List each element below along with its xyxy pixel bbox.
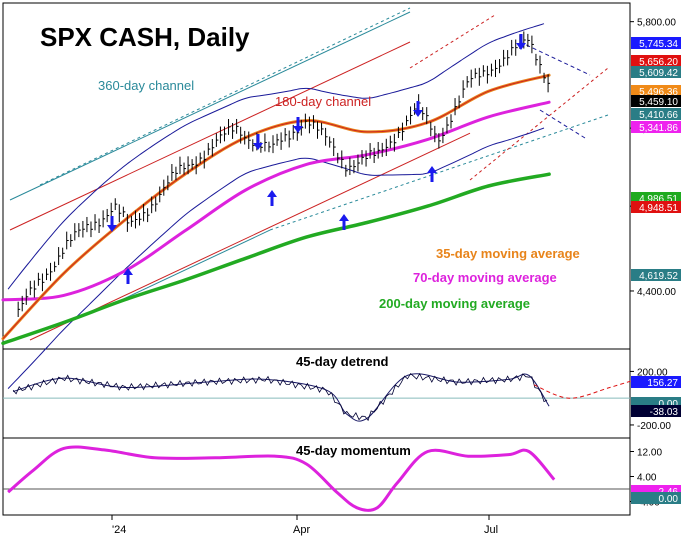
annotation-35-day-ma: 35-day moving average [436, 246, 580, 261]
price-tag: 4,619.52 [631, 269, 681, 282]
arrow-up-icon [123, 268, 133, 284]
plot-frame [2, 2, 631, 516]
price-tag: 5,496.36 [631, 85, 681, 98]
annotation-360-day-channel: 360-day channel [98, 78, 194, 93]
price-tag: 5,609.42 [631, 66, 681, 79]
channel-line [9, 41, 411, 231]
price-tag: 5,745.34 [631, 37, 681, 50]
arrow-up-icon [427, 166, 437, 182]
y-tick-label: -200.00 [637, 421, 671, 432]
x-tick-label: Apr [293, 524, 310, 536]
envelope-projection [519, 41, 591, 76]
arrow-up-icon [267, 190, 277, 206]
y-tick-label: 200.00 [637, 367, 668, 378]
price-tag: 156.27 [631, 376, 681, 389]
svg-text:5,341.86: 5,341.86 [639, 123, 678, 134]
y-tick-label: 12.00 [637, 448, 662, 459]
svg-text:0.00: 0.00 [659, 399, 679, 410]
y-tick-label: 5,800.00 [637, 18, 676, 29]
envelope-projection [539, 109, 586, 139]
momentum-panel [3, 445, 630, 512]
detrend-title: 45-day detrend [296, 354, 389, 369]
x-tick-label: Jul [484, 524, 498, 536]
detrend-projection [533, 377, 641, 399]
arrow-up-icon [339, 214, 349, 230]
chart-title: SPX CASH, Daily [40, 22, 250, 52]
price-tag: 0.00 [631, 492, 681, 505]
series-70-day-ma [1, 100, 551, 302]
momentum-title: 45-day momentum [296, 443, 411, 458]
svg-text:-38.03: -38.03 [650, 407, 679, 418]
annotation-200-day-ma: 200-day moving average [379, 296, 530, 311]
series-momentum [7, 445, 556, 512]
series-200-day-ma [1, 172, 551, 346]
price-tag: 5,410.66 [631, 108, 681, 121]
envelope-upper [7, 23, 545, 290]
x-tick-label: '24 [112, 524, 126, 536]
price-tag: -38.03 [631, 405, 681, 418]
channel-line [29, 132, 471, 341]
svg-text:5,459.10: 5,459.10 [639, 97, 678, 108]
channel-line [99, 229, 271, 311]
svg-text:5,656.20: 5,656.20 [639, 57, 678, 68]
channel-line [9, 11, 411, 201]
svg-text:5,745.34: 5,745.34 [639, 39, 678, 50]
svg-text:4,948.51: 4,948.51 [639, 203, 678, 214]
svg-text:4,619.52: 4,619.52 [639, 271, 678, 282]
price-panel [1, 7, 609, 389]
price-tag: 4,948.51 [631, 201, 681, 214]
price-tag: 5,459.10 [631, 95, 681, 108]
svg-text:5,496.36: 5,496.36 [639, 87, 678, 98]
annotation-70-day-ma: 70-day moving average [413, 270, 557, 285]
arrow-down-icon [413, 101, 423, 117]
arrow-down-icon [253, 134, 263, 150]
series-detrend-raw [12, 372, 548, 422]
arrow-down-icon [293, 117, 303, 133]
envelope-lower [7, 127, 545, 389]
price-tag: 5,341.86 [631, 121, 681, 134]
arrow-down-icon [516, 34, 526, 50]
channel-projection [409, 14, 496, 69]
svg-text:5,609.42: 5,609.42 [639, 68, 678, 79]
y-tick-label: 4.00 [637, 473, 657, 484]
svg-text:5,410.66: 5,410.66 [639, 110, 678, 121]
svg-text:0.00: 0.00 [659, 494, 679, 505]
detrend-panel [3, 372, 641, 422]
svg-text:156.27: 156.27 [647, 378, 678, 389]
series-detrend [12, 373, 550, 422]
channel-projection [39, 7, 411, 186]
annotation-180-day-channel: 180-day channel [275, 94, 371, 109]
svg-text:4,986.51: 4,986.51 [639, 194, 678, 205]
price-tags: 5,745.34 5,656.205,609.42 5,496.365,459.10… [631, 37, 681, 505]
y-tick-label: 4,400.00 [637, 287, 676, 298]
price-tag: 5,656.20 [631, 55, 681, 68]
arrow-down-icon [107, 216, 117, 232]
